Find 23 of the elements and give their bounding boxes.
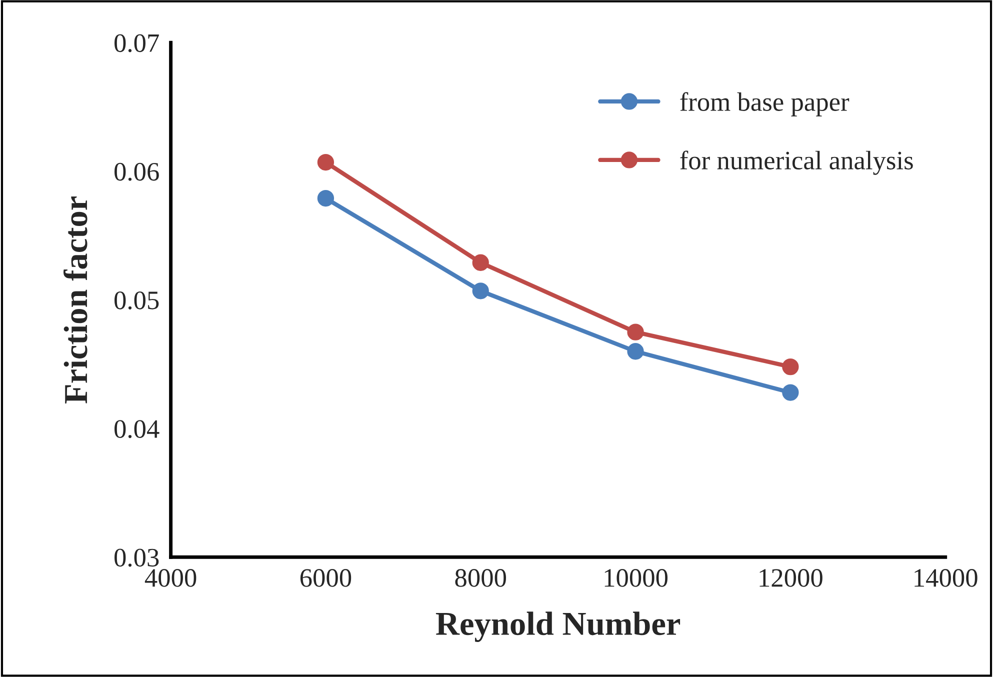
point [782, 358, 799, 376]
y-tick-label: 0.07 [114, 34, 159, 52]
point [317, 190, 334, 207]
y-tick-label: 0.05 [114, 292, 159, 310]
y-tick-label: 0.03 [114, 548, 159, 567]
point [627, 343, 644, 360]
legend-label: for numerical analysis [680, 150, 913, 175]
point [317, 154, 334, 171]
x-tick-label: 6000 [300, 569, 352, 587]
y-tick-label: 0.06 [114, 162, 159, 181]
y-axis-title: Friction factor [63, 196, 88, 404]
point [472, 254, 489, 271]
x-axis-title: Reynold Number [436, 612, 680, 642]
x-tick-label: 8000 [455, 569, 506, 587]
y-tick-label: 0.04 [114, 420, 160, 438]
point [782, 384, 799, 401]
x-tick-label: 4000 [144, 569, 196, 587]
point [472, 282, 489, 300]
x-tick-label: 14000 [914, 569, 978, 587]
legend-label: from base paper [680, 92, 850, 116]
x-tick-label: 10000 [604, 569, 668, 587]
point [627, 324, 644, 340]
x-tick-label: 12000 [760, 569, 822, 587]
